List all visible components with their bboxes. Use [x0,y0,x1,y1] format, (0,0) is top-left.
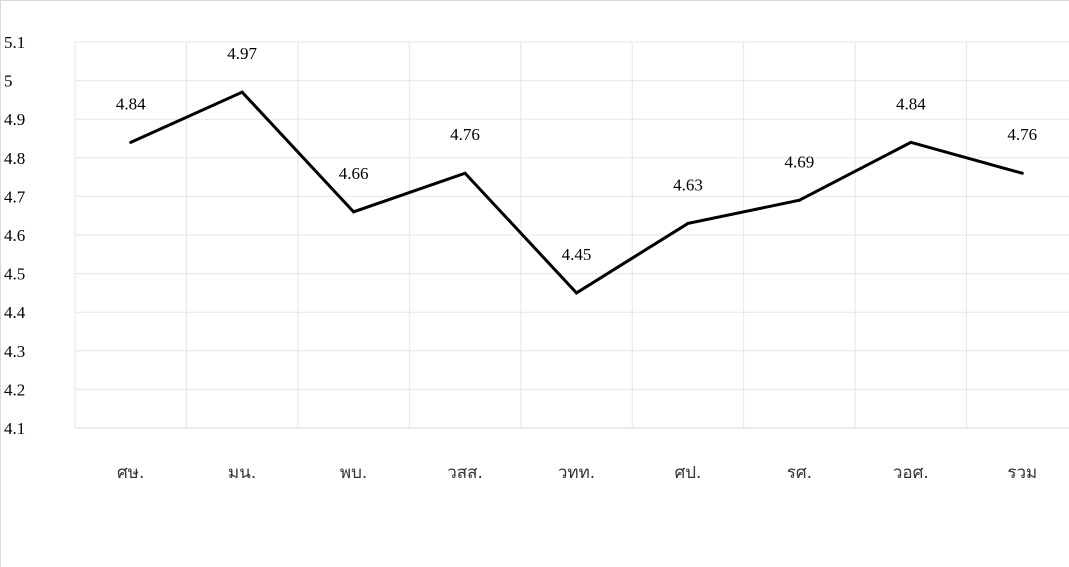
y-tick-label: 4.3 [4,342,25,361]
x-tick-label: รวม [1007,463,1037,483]
x-tick-label: ศษ. [117,463,144,483]
y-tick-label: 4.2 [4,380,25,399]
data-point [352,210,356,214]
x-tick-label: ศป. [674,463,701,483]
data-point [575,291,578,295]
y-tick-label: 4.4 [4,303,26,322]
x-tick-labels: ศษ. มน. พบ. วสส. วทท. ศป. รศ. วอศ. รวม [117,463,1037,483]
x-tick-label: พบ. [340,463,367,483]
y-tick-label: 4.9 [4,110,25,129]
data-label: 4.45 [562,245,592,264]
y-tick-label: 4.1 [4,419,25,438]
y-tick-label: 4.7 [4,187,26,206]
x-tick-label: วสส. [447,463,483,483]
grid-lines [74,41,1069,428]
data-point [1020,171,1024,175]
data-point [797,198,801,202]
data-point [686,221,690,225]
y-tick-label: 4.6 [4,226,25,245]
data-point [240,90,244,94]
data-point [909,140,913,144]
y-tick-label: 4.5 [4,265,25,284]
data-label: 4.69 [785,152,815,171]
data-label: 4.66 [339,164,369,183]
data-label: 4.97 [227,44,257,63]
y-tick-label: 5.1 [4,33,25,52]
data-labels: 4.84 4.97 4.66 4.76 4.45 4.63 4.69 4.84 4.76 [116,44,1037,264]
data-label: 4.63 [673,175,703,194]
data-point [129,140,133,144]
y-tick-label: 5 [4,72,13,91]
data-label: 4.84 [116,94,146,113]
y-tick-labels: 4.1 4.2 4.3 4.4 4.5 4.6 4.7 4.8 4.9 5 5.1 [4,33,26,438]
y-tick-label: 4.8 [4,149,25,168]
data-label: 4.84 [896,94,926,113]
x-tick-label: รศ. [787,463,812,483]
x-tick-label: วทท. [558,463,595,483]
x-tick-label: มน. [228,463,256,483]
series-group [129,90,1024,295]
x-tick-label: วอศ. [893,463,929,483]
data-point [463,171,467,175]
data-label: 4.76 [450,125,480,144]
data-label: 4.76 [1007,125,1037,144]
